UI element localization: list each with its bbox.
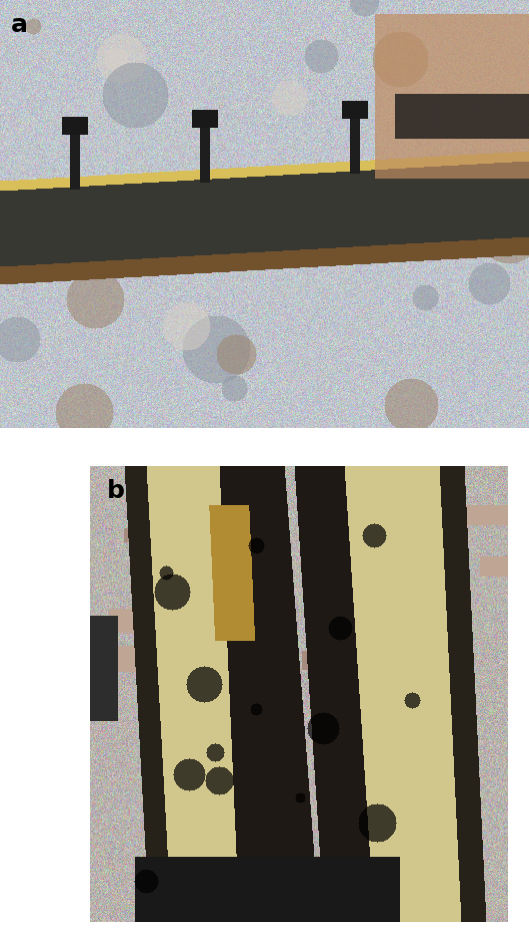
Text: a: a — [11, 13, 28, 37]
Text: b: b — [107, 479, 124, 503]
